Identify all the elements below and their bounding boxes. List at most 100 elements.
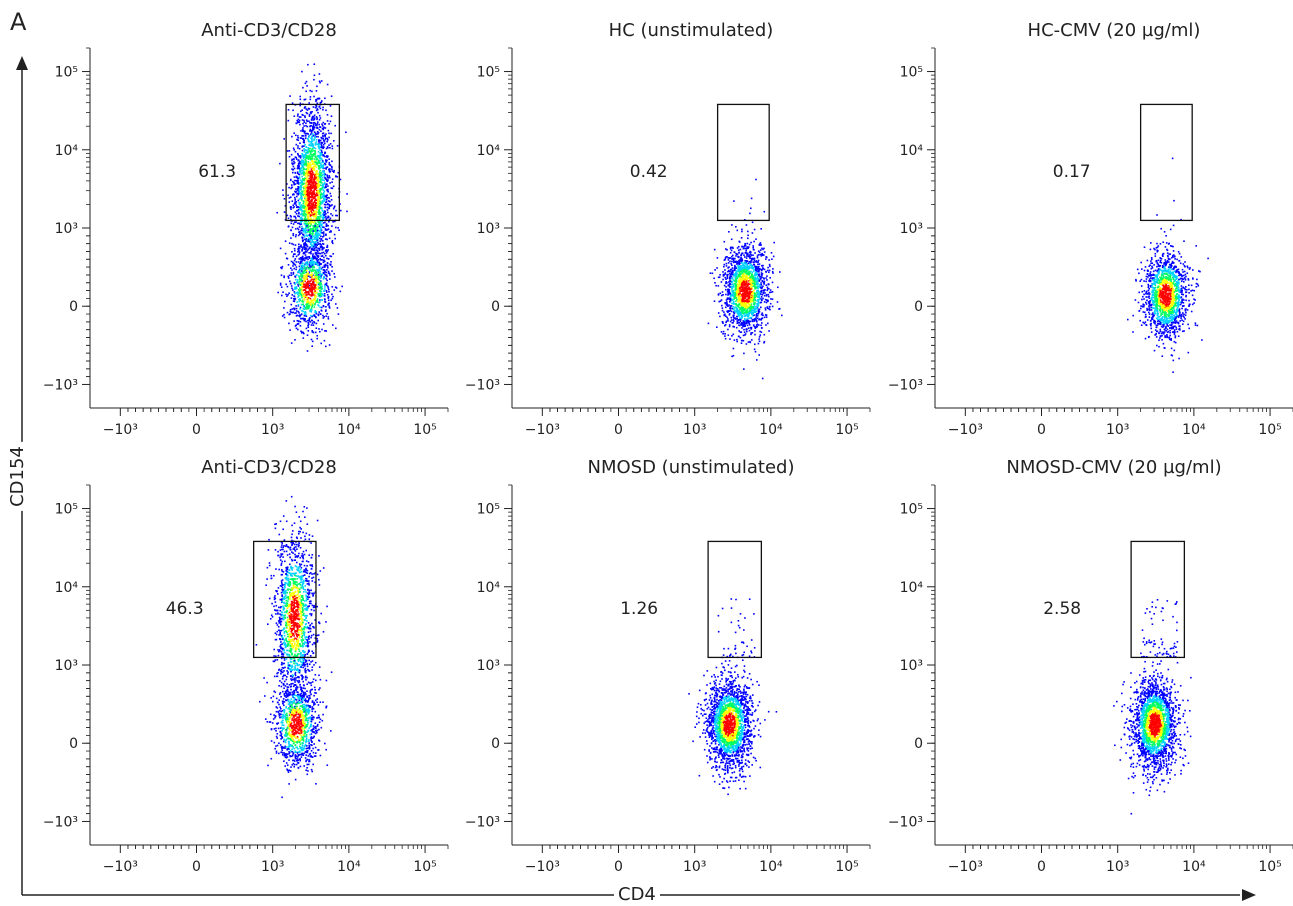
data-point bbox=[299, 314, 302, 316]
data-point bbox=[313, 121, 316, 124]
data-point bbox=[316, 173, 319, 176]
data-point bbox=[297, 139, 300, 141]
data-point bbox=[313, 146, 315, 149]
data-point bbox=[731, 322, 734, 324]
data-point bbox=[749, 301, 752, 303]
data-point bbox=[300, 186, 302, 189]
data-point bbox=[298, 212, 300, 215]
data-point bbox=[320, 163, 322, 166]
data-point bbox=[328, 231, 331, 233]
data-point bbox=[297, 118, 300, 121]
data-point bbox=[330, 132, 332, 135]
data-point bbox=[305, 119, 308, 121]
data-point bbox=[759, 277, 762, 280]
data-point bbox=[738, 312, 740, 314]
data-point bbox=[322, 218, 324, 221]
data-point bbox=[315, 236, 318, 239]
data-point bbox=[319, 81, 321, 84]
data-point bbox=[756, 313, 758, 315]
data-point bbox=[298, 187, 300, 190]
data-point bbox=[760, 296, 763, 298]
data-point bbox=[313, 114, 316, 117]
data-point bbox=[311, 172, 313, 175]
data-point bbox=[756, 359, 758, 361]
data-point bbox=[740, 265, 743, 268]
data-point bbox=[755, 268, 757, 271]
data-point bbox=[743, 296, 745, 299]
data-point bbox=[731, 270, 733, 273]
data-point bbox=[317, 198, 319, 201]
data-point bbox=[318, 261, 321, 264]
data-point bbox=[313, 278, 315, 281]
data-point bbox=[315, 135, 318, 138]
data-point bbox=[310, 180, 312, 182]
data-point bbox=[720, 294, 723, 297]
data-point bbox=[322, 261, 325, 263]
data-point bbox=[329, 278, 331, 280]
data-point bbox=[295, 287, 298, 289]
data-point bbox=[341, 285, 343, 288]
data-point bbox=[749, 309, 752, 312]
data-point bbox=[768, 259, 770, 261]
data-point bbox=[772, 268, 774, 270]
data-point bbox=[319, 230, 321, 232]
data-point bbox=[313, 181, 315, 184]
data-point bbox=[316, 235, 319, 237]
data-point bbox=[324, 228, 327, 230]
data-point bbox=[306, 223, 308, 226]
data-point bbox=[748, 324, 751, 326]
data-point bbox=[299, 123, 301, 126]
data-point bbox=[762, 267, 764, 269]
data-point bbox=[314, 178, 316, 180]
data-point bbox=[721, 291, 724, 293]
data-point bbox=[739, 277, 741, 279]
data-point bbox=[742, 276, 744, 279]
data-point bbox=[298, 176, 301, 178]
data-point bbox=[739, 320, 742, 323]
data-point bbox=[313, 257, 316, 260]
data-point bbox=[284, 240, 287, 242]
data-point bbox=[304, 318, 306, 320]
data-point bbox=[731, 307, 734, 310]
data-point bbox=[326, 257, 328, 260]
data-point bbox=[302, 307, 305, 310]
data-point bbox=[318, 225, 321, 228]
data-point bbox=[717, 276, 720, 279]
data-point bbox=[308, 207, 310, 209]
data-point bbox=[312, 248, 315, 250]
data-point bbox=[299, 291, 301, 294]
data-point bbox=[314, 331, 317, 334]
data-point bbox=[301, 250, 303, 252]
data-point bbox=[305, 153, 307, 155]
data-point bbox=[309, 229, 311, 232]
data-point bbox=[293, 298, 295, 300]
data-point bbox=[748, 277, 750, 279]
data-point bbox=[307, 234, 309, 236]
data-point bbox=[314, 287, 317, 289]
data-point bbox=[312, 161, 315, 163]
data-point bbox=[305, 277, 308, 280]
data-point bbox=[731, 273, 733, 275]
data-point bbox=[727, 334, 730, 336]
data-point bbox=[741, 311, 744, 314]
data-point bbox=[320, 255, 323, 258]
data-point bbox=[752, 246, 754, 249]
data-point bbox=[319, 243, 322, 246]
data-point bbox=[745, 265, 748, 268]
data-point bbox=[327, 196, 329, 199]
data-point bbox=[323, 175, 326, 177]
data-point bbox=[307, 248, 310, 251]
data-point bbox=[310, 242, 313, 244]
data-point bbox=[311, 156, 314, 158]
data-point bbox=[746, 242, 749, 245]
data-point bbox=[305, 220, 307, 223]
data-point bbox=[743, 319, 746, 321]
data-point bbox=[331, 241, 333, 243]
data-point bbox=[297, 293, 299, 296]
data-point bbox=[316, 229, 319, 232]
data-point bbox=[727, 297, 729, 300]
data-point bbox=[302, 276, 305, 279]
data-point bbox=[317, 131, 320, 134]
data-point bbox=[293, 263, 296, 265]
data-point bbox=[315, 106, 318, 108]
